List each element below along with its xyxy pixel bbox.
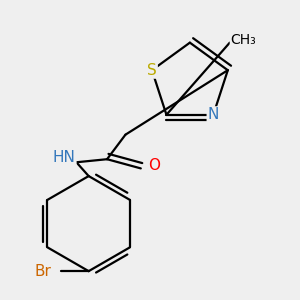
Text: HN: HN (53, 150, 76, 165)
Text: CH₃: CH₃ (231, 33, 256, 46)
Text: S: S (147, 63, 157, 78)
Text: O: O (148, 158, 160, 173)
Text: Br: Br (34, 264, 51, 279)
Text: N: N (208, 107, 219, 122)
